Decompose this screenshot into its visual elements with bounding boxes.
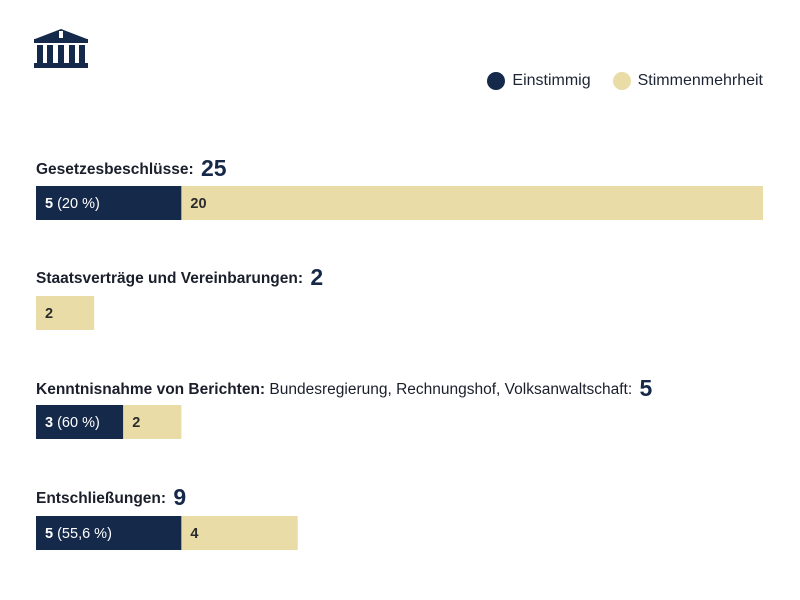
category-total: 2 — [310, 264, 324, 290]
category-name: Staatsverträge und Vereinbarungen: — [36, 270, 304, 287]
category-name: Gesetzesbeschlüsse: — [36, 161, 194, 178]
bar-segment-majority — [181, 516, 298, 550]
bar-value-label: 20 — [190, 196, 206, 212]
chart-legend: Einstimmig Stimmenmehrheit — [465, 72, 763, 90]
legend-item-majority: Stimmenmehrheit — [612, 72, 763, 90]
bar-segment-majority — [36, 296, 95, 330]
legend-swatch-unanimous — [487, 72, 506, 90]
bar-value-label: 5 (55,6 %) — [45, 526, 112, 542]
bar-segment-unanimous — [36, 516, 182, 550]
row-label-3: Entschließungen: 9 — [36, 486, 186, 510]
bar-value-label: 5 (20 %) — [45, 196, 100, 212]
row-label-1: Staatsverträge und Vereinbarungen: 2 — [36, 266, 323, 290]
category-total: 25 — [200, 155, 227, 181]
row-label-2: Kenntnisnahme von Berichten: Bundesregie… — [36, 377, 652, 401]
parliament-logo-icon — [34, 29, 88, 68]
bar-segment-unanimous — [36, 405, 124, 439]
legend-item-unanimous: Einstimmig — [487, 72, 591, 90]
bar-value-label: 3 (60 %) — [45, 415, 100, 431]
bar-value-label: 2 — [132, 415, 140, 431]
bar-value-label: 4 — [190, 526, 198, 542]
category-name: Entschließungen: — [36, 490, 167, 507]
category-subtext: Bundesregierung, Rechnungshof, Volksanwa… — [269, 381, 633, 398]
legend-label-unanimous: Einstimmig — [512, 72, 591, 89]
bar-segment-majority — [181, 186, 763, 220]
category-total: 9 — [173, 484, 187, 510]
category-total: 5 — [639, 375, 653, 401]
bar-segment-unanimous — [36, 186, 182, 220]
legend-swatch-majority — [612, 72, 631, 90]
legend-label-majority: Stimmenmehrheit — [637, 72, 763, 89]
category-name: Kenntnisnahme von Berichten: — [36, 381, 266, 398]
row-label-0: Gesetzesbeschlüsse: 25 — [36, 157, 227, 181]
bar-segment-majority — [123, 405, 182, 439]
bar-value-label: 2 — [45, 306, 53, 322]
